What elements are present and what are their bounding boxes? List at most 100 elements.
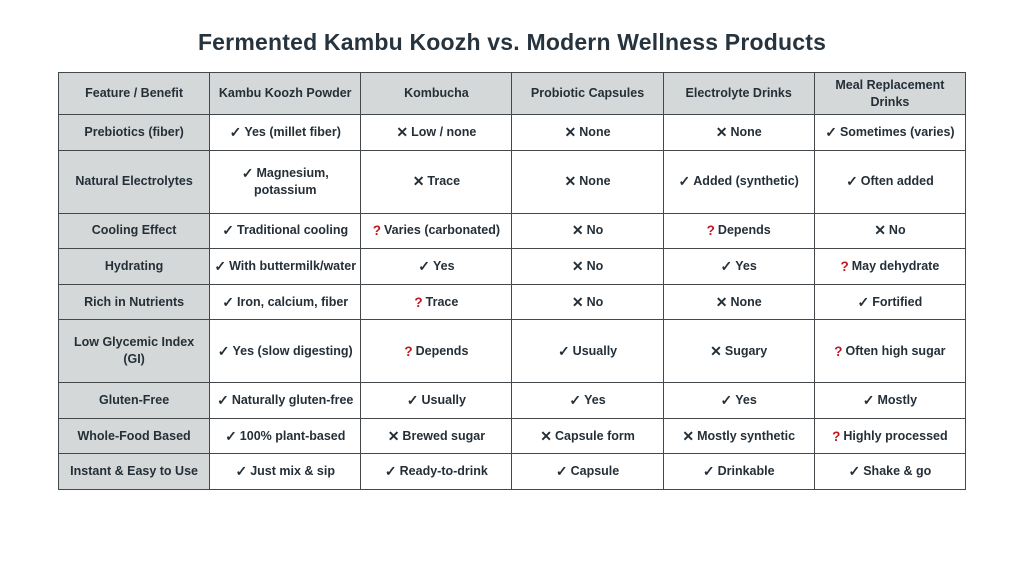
cell-text: Ready-to-drink: [399, 464, 488, 479]
cell-text: Usually: [421, 393, 466, 408]
cell-text: No: [888, 223, 906, 238]
table-row: Natural Electrolytes ✓ Magnesium, potassiu…: [57, 149, 967, 214]
check-icon: ✓: [857, 293, 870, 310]
cell-text: Depends: [717, 223, 771, 238]
question-icon: ?: [840, 258, 849, 274]
cell-text: Often high sugar: [845, 343, 946, 358]
table-cell: ✕ None: [511, 114, 664, 151]
table-cell: ✓ Drinkable: [662, 453, 815, 490]
table-row: Cooling Effect ✓ Traditional cooling? Varie…: [57, 212, 967, 250]
table-header: Feature / Benefit Kambu Koozh Powder Kombu…: [57, 72, 967, 115]
table-cell: ✓ Added (synthetic): [662, 149, 815, 214]
table-row: Low Glycemic Index (GI) ✓ Yes (slow digest…: [57, 319, 967, 384]
cell-text: Mostly synthetic: [697, 428, 796, 443]
cross-icon: ✕: [396, 123, 409, 140]
cross-icon: ✕: [564, 123, 577, 140]
table-cell: ✕ None: [511, 149, 664, 214]
cell-text: Brewed sugar: [402, 428, 486, 443]
table-row: Hydrating ✓ With buttermilk/water ✓ Yes ✕ No ✓ Y…: [57, 248, 967, 285]
cell-text: Capsule: [570, 464, 620, 479]
cell-text: May dehydrate: [851, 258, 940, 273]
check-icon: ✓: [214, 257, 227, 274]
check-icon: ✓: [222, 293, 235, 310]
check-icon: ✓: [569, 392, 582, 409]
cross-icon: ✕: [571, 293, 584, 310]
table-cell: ✓ Shake & go: [813, 453, 967, 490]
cell-text: None: [730, 294, 762, 309]
cell-text: Often added: [860, 174, 934, 189]
feature-cell: Rich in Nutrients: [57, 283, 211, 321]
cell-text: Varies (carbonated): [384, 223, 501, 238]
cell-text: Traditional cooling: [237, 223, 349, 238]
page-title: Fermented Kambu Koozh vs. Modern Wellnes…: [197, 29, 827, 55]
column-header: Meal Replacement Drinks: [813, 72, 967, 115]
cell-text: None: [730, 124, 762, 139]
table-cell: ✕ Trace: [360, 149, 513, 214]
cell-text: Yes (millet fiber): [244, 124, 341, 139]
cell-text: Magnesium, potassium: [253, 165, 329, 197]
table-cell: ✕ No: [813, 212, 967, 250]
table-cell: ✓ With buttermilk/water: [209, 248, 362, 285]
feature-cell: Prebiotics (fiber): [57, 114, 211, 151]
feature-cell: Gluten-Free: [57, 382, 211, 419]
table-cell: ? May dehydrate: [813, 248, 967, 285]
table-cell: ✕ No: [511, 248, 664, 285]
table-row: Instant & Easy to Use ✓ Just mix & sip ✓ Rea…: [57, 453, 967, 490]
cross-icon: ✕: [540, 427, 552, 444]
table-cell: ✓ Just mix & sip: [209, 453, 362, 490]
cell-text: No: [586, 294, 604, 309]
cross-icon: ✕: [571, 222, 584, 239]
cell-text: 100% plant-based: [239, 428, 346, 443]
feature-cell: Natural Electrolytes: [57, 149, 211, 214]
cell-text: None: [579, 174, 611, 189]
comparison-table: Feature / Benefit Kambu Koozh Powder Kombu…: [57, 72, 967, 490]
check-icon: ✓: [235, 463, 248, 480]
cell-text: Highly processed: [843, 428, 948, 443]
cell-text: Trace: [425, 294, 459, 309]
table-cell: ? Depends: [360, 319, 513, 384]
check-icon: ✓: [384, 463, 397, 480]
table-cell: ✕ No: [511, 283, 664, 321]
cell-text: No: [586, 223, 604, 238]
cell-text: None: [579, 124, 611, 139]
column-header: Kombucha: [360, 72, 513, 115]
table-cell: ✓ Yes (millet fiber): [209, 114, 362, 151]
cell-text: Yes: [735, 258, 757, 273]
table-cell: ✕ Mostly synthetic: [662, 417, 815, 455]
feature-cell: Whole-Food Based: [57, 417, 211, 455]
table-cell: ✓ Mostly: [813, 382, 967, 419]
check-icon: ✓: [702, 463, 715, 480]
header-row: Feature / Benefit Kambu Koozh Powder Kombu…: [57, 72, 967, 115]
cell-text: Drinkable: [717, 464, 775, 479]
feature-cell: Hydrating: [57, 248, 211, 285]
column-header: Feature / Benefit: [57, 72, 211, 115]
cross-icon: ✕: [564, 173, 577, 190]
table-cell: ✓ Iron, calcium, fiber: [209, 283, 362, 321]
table-cell: ✓ Yes (slow digesting): [209, 319, 362, 384]
table-cell: ✓ 100% plant-based: [209, 417, 362, 455]
cell-text: Trace: [427, 174, 461, 189]
cross-icon: ✕: [874, 222, 886, 239]
table-cell: ✕ Low / none: [360, 114, 513, 151]
cross-icon: ✕: [715, 123, 728, 140]
table-cell: ✕ Sugary: [662, 319, 815, 384]
table-cell: ✕ Brewed sugar: [360, 417, 513, 455]
column-header: Probiotic Capsules: [511, 72, 664, 115]
table-cell: ✕ None: [662, 283, 815, 321]
check-icon: ✓: [848, 463, 861, 480]
cell-text: No: [586, 258, 604, 273]
table-cell: ✓ Sometimes (varies): [813, 114, 967, 151]
table-cell: ✓ Traditional cooling: [209, 212, 362, 250]
table-cell: ✓ Often added: [813, 149, 967, 214]
check-icon: ✓: [222, 222, 235, 239]
cell-text: Depends: [415, 343, 469, 358]
check-icon: ✓: [241, 164, 254, 181]
table-cell: ? Highly processed: [813, 417, 967, 455]
cell-text: Iron, calcium, fiber: [237, 294, 349, 309]
table-cell: ✓ Naturally gluten-free: [209, 382, 362, 419]
check-icon: ✓: [225, 427, 237, 444]
check-icon: ✓: [555, 463, 568, 480]
feature-cell: Low Glycemic Index (GI): [57, 319, 211, 384]
cell-text: Sometimes (varies): [839, 124, 955, 139]
table-cell: ? Trace: [360, 283, 513, 321]
